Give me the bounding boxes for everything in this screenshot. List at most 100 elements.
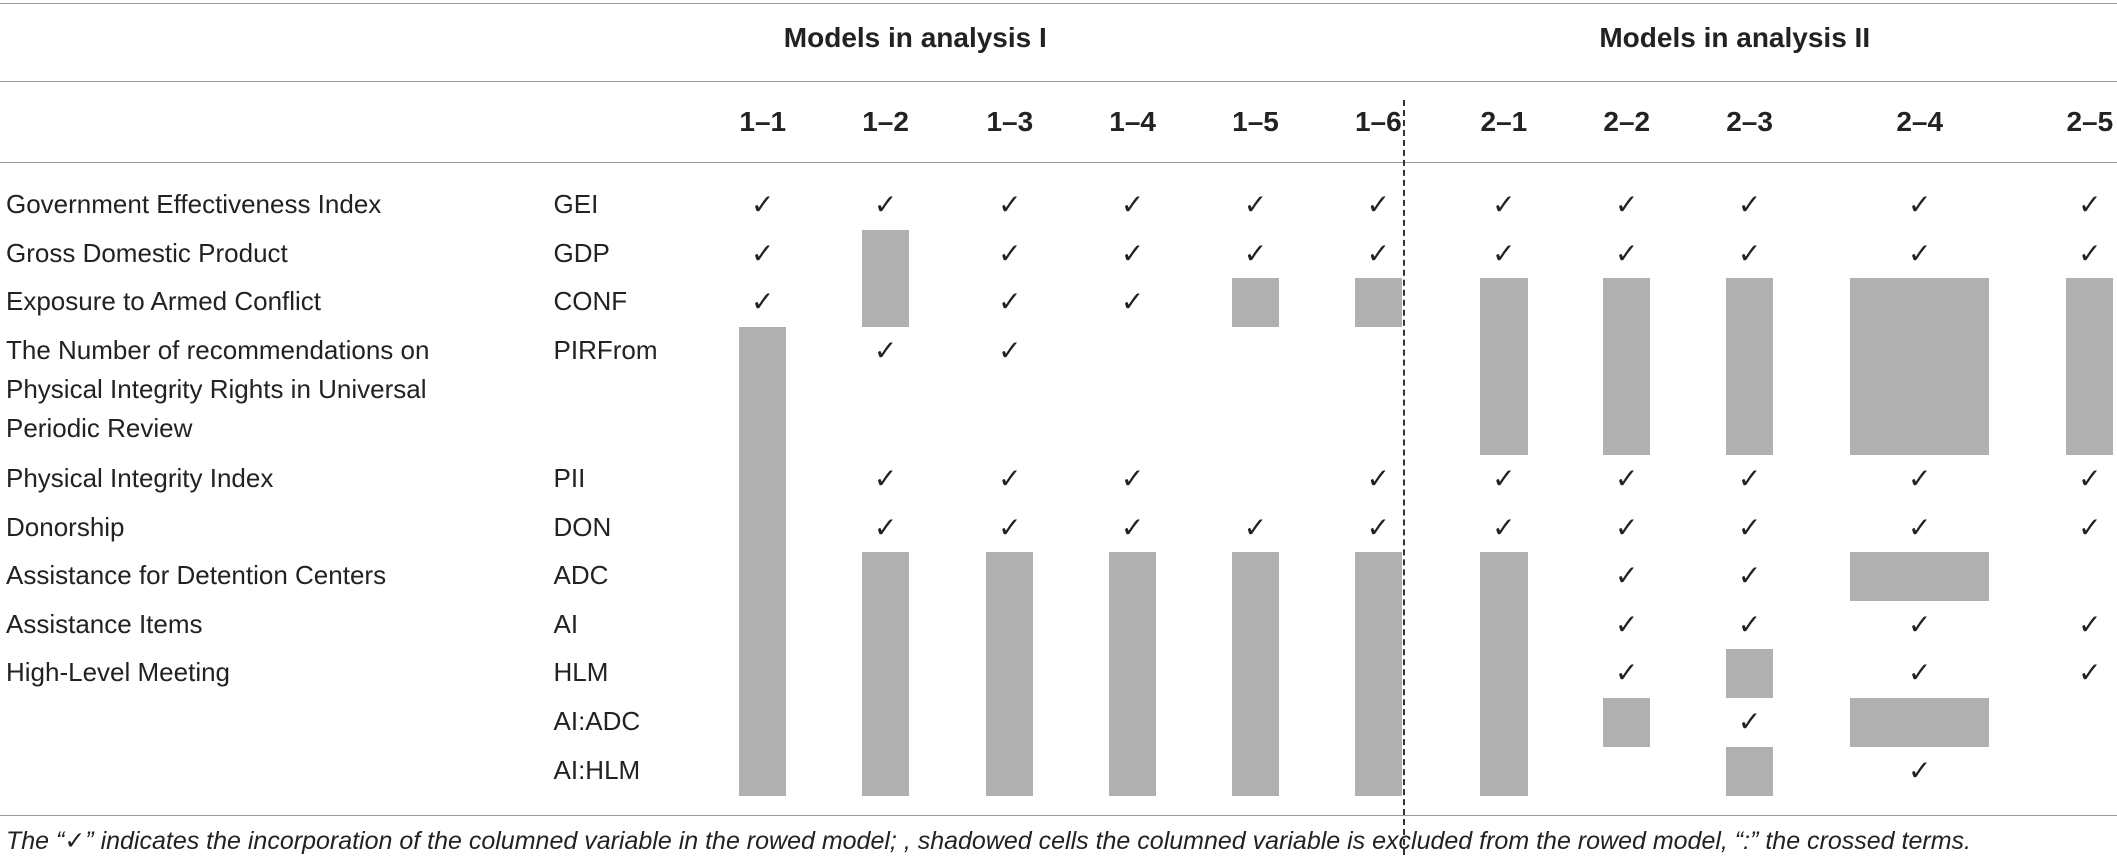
check-mark: ✓ <box>1366 187 1391 221</box>
column-header: 1–6 <box>1354 106 1402 137</box>
shaded-cell <box>861 697 910 748</box>
check-mark: ✓ <box>1615 461 1639 495</box>
row-label: Government Effectiveness Index <box>6 188 382 219</box>
column-header: 1–2 <box>862 106 909 137</box>
shaded-cell <box>1109 600 1157 650</box>
check-mark: ✓ <box>1907 510 1932 544</box>
row-code: AI:ADC <box>553 705 641 736</box>
row-label: Physical Integrity Index <box>6 462 274 493</box>
check-mark: ✓ <box>751 236 775 270</box>
check-mark: ✓ <box>1907 753 1932 787</box>
shaded-cell <box>1231 278 1280 328</box>
check-mark: ✓ <box>873 510 898 544</box>
check-mark: ✓ <box>1243 187 1268 221</box>
shaded-cell <box>1603 697 1651 748</box>
check-mark: ✓ <box>1737 704 1762 738</box>
group-header: Models in analysis I <box>783 22 1047 53</box>
check-mark: ✓ <box>1120 510 1145 544</box>
check-mark: ✓ <box>873 187 898 221</box>
shaded-cell <box>1109 552 1157 602</box>
column-header: 2–1 <box>1480 106 1528 137</box>
shaded-cell <box>986 552 1034 602</box>
check-mark: ✓ <box>2078 656 2102 690</box>
shaded-cell <box>986 697 1034 748</box>
row-code: CONF <box>553 286 628 317</box>
row-label: Assistance for Detention Centers <box>6 560 387 591</box>
divider <box>1403 100 1405 855</box>
row-label: The Number of recommendations on Physica… <box>6 334 430 443</box>
shaded-cell <box>739 552 787 602</box>
shaded-cell <box>861 746 910 796</box>
check-mark: ✓ <box>1907 187 1932 221</box>
group-rule <box>0 81 2117 82</box>
check-mark: ✓ <box>998 285 1022 319</box>
shaded-cell <box>861 649 910 699</box>
shaded-cell <box>1354 552 1402 602</box>
shaded-cell <box>986 746 1034 796</box>
shaded-cell <box>1354 278 1402 328</box>
shaded-cell <box>1354 746 1402 796</box>
check-mark: ✓ <box>1737 559 1762 593</box>
check-mark: ✓ <box>751 285 775 319</box>
check-mark: ✓ <box>998 236 1022 270</box>
row-code: GEI <box>553 188 599 219</box>
shaded-cell <box>1850 326 1990 456</box>
column-header: 1–1 <box>739 106 787 137</box>
shaded-cell <box>1850 552 1990 602</box>
shaded-cell <box>739 454 787 505</box>
check-mark: ✓ <box>1243 510 1268 544</box>
check-mark: ✓ <box>1907 656 1932 690</box>
shaded-cell <box>739 326 787 456</box>
shaded-cell <box>1231 649 1280 699</box>
shaded-cell <box>739 600 787 650</box>
shaded-cell <box>1480 552 1528 602</box>
top-rule <box>0 3 2117 4</box>
row-label: High-Level Meeting <box>6 657 231 688</box>
shaded-cell <box>986 649 1034 699</box>
shaded-cell <box>1603 278 1651 328</box>
shaded-cell <box>739 746 787 796</box>
row-code: PIRFrom <box>553 334 658 365</box>
check-mark: ✓ <box>1615 236 1639 270</box>
shaded-cell <box>1231 697 1280 748</box>
shaded-cell <box>1850 278 1990 328</box>
check-mark: ✓ <box>998 510 1022 544</box>
check-mark: ✓ <box>2078 187 2102 221</box>
shaded-cell <box>739 697 787 748</box>
shaded-cell <box>1850 697 1990 748</box>
shaded-cell <box>861 278 910 328</box>
shaded-cell <box>1480 746 1528 796</box>
check-mark: ✓ <box>1615 187 1639 221</box>
row-label: Gross Domestic Product <box>6 237 288 268</box>
column-header: 2–5 <box>2066 106 2114 137</box>
column-header: 1–4 <box>1109 106 1156 137</box>
shaded-cell <box>739 503 787 553</box>
check-mark: ✓ <box>998 461 1022 495</box>
shaded-cell <box>1480 278 1528 328</box>
check-mark: ✓ <box>873 333 898 367</box>
check-mark: ✓ <box>1492 236 1516 270</box>
check-mark: ✓ <box>1492 510 1516 544</box>
check-mark: ✓ <box>2078 461 2102 495</box>
shaded-cell <box>1231 600 1280 650</box>
shaded-cell <box>1109 746 1157 796</box>
shaded-cell <box>1480 649 1528 699</box>
shaded-cell <box>1231 552 1280 602</box>
shaded-cell <box>2066 326 2114 456</box>
bottom-rule <box>0 815 2117 816</box>
check-mark: ✓ <box>1120 236 1145 270</box>
shaded-cell <box>2066 278 2114 328</box>
shaded-cell <box>1354 600 1402 650</box>
shaded-cell <box>1231 746 1280 796</box>
check-mark: ✓ <box>2078 510 2102 544</box>
shaded-cell <box>861 229 910 279</box>
footnote: The “✓” indicates the incorporation of t… <box>6 827 1971 855</box>
check-mark: ✓ <box>1243 236 1268 270</box>
shaded-cell <box>1354 649 1402 699</box>
shaded-cell <box>1480 600 1528 650</box>
column-header: 2–4 <box>1896 106 1944 137</box>
row-code: AI <box>553 608 579 639</box>
check-mark: ✓ <box>1737 607 1762 641</box>
check-mark: ✓ <box>751 187 775 221</box>
